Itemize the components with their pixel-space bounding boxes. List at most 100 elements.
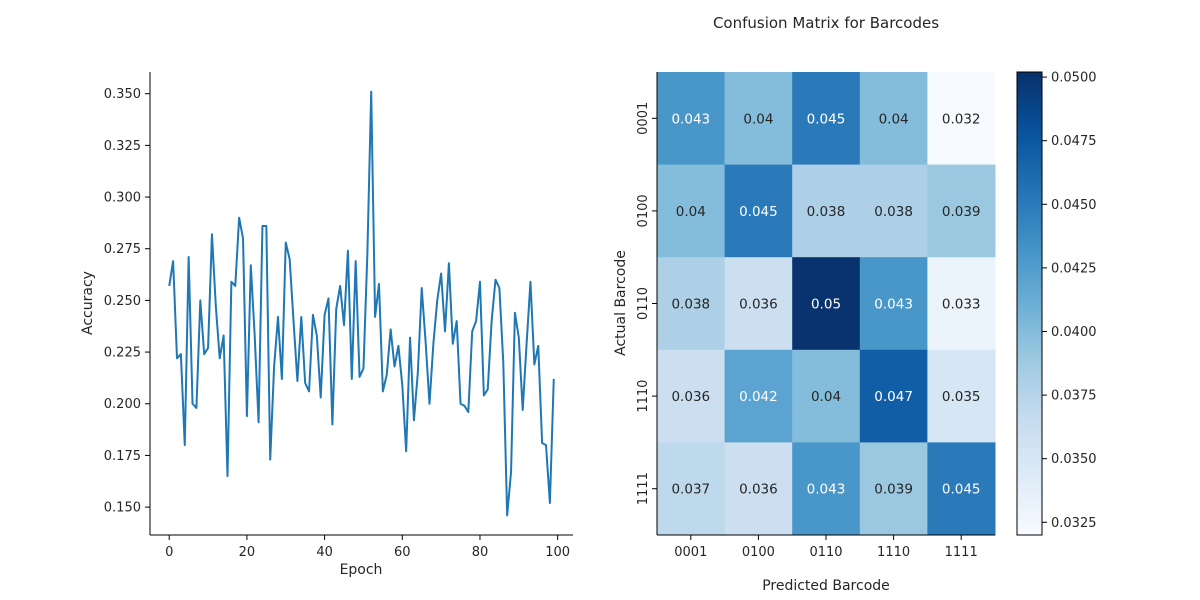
colorbar-tick-label: 0.0475 <box>1051 134 1097 149</box>
colorbar-tick-label: 0.0350 <box>1051 452 1097 467</box>
heatmap-cell <box>927 257 996 351</box>
heatmap-xlabel: Predicted Barcode <box>762 578 890 594</box>
heatmap-cell-label: 0.039 <box>942 204 981 220</box>
line-chart-xlabel: Epoch <box>340 562 383 578</box>
line-ytick-label: 0.150 <box>104 501 141 516</box>
heatmap-xtick-label: 0100 <box>742 545 775 560</box>
heatmap-cell-label: 0.033 <box>942 297 981 313</box>
heatmap-cell-label: 0.036 <box>739 297 778 313</box>
heatmap-cell <box>859 257 928 351</box>
heatmap-cell-label: 0.04 <box>811 389 841 405</box>
colorbar-gradient <box>1017 72 1042 535</box>
line-xtick-label: 60 <box>394 545 411 560</box>
heatmap-cell-label: 0.035 <box>942 389 981 405</box>
line-ytick-label: 0.325 <box>104 139 141 154</box>
heatmap-cell <box>792 349 861 443</box>
line-ytick-label: 0.175 <box>104 449 141 464</box>
heatmap-ylabel: Actual Barcode <box>613 250 629 356</box>
heatmap-cell <box>724 349 793 443</box>
heatmap-cell-label: 0.036 <box>671 389 710 405</box>
line-ytick-label: 0.300 <box>104 191 141 206</box>
line-xtick-label: 100 <box>545 545 570 560</box>
heatmap-cell <box>724 164 793 258</box>
heatmap-cell <box>859 72 928 166</box>
heatmap-cell <box>792 72 861 166</box>
heatmap-cell <box>657 72 726 166</box>
heatmap-cell-label: 0.04 <box>676 204 706 220</box>
heatmap-cell-label: 0.038 <box>807 204 846 220</box>
heatmap-cell <box>859 349 928 443</box>
heatmap-cell-label: 0.05 <box>811 297 841 313</box>
line-ytick-label: 0.225 <box>104 346 141 361</box>
confusion-matrix-heatmap: 0.043 0.04 0.045 0.04 0.032 0.04 0.045 0.038 0.0… <box>613 72 996 594</box>
line-ytick-label: 0.250 <box>104 294 141 309</box>
colorbar-tick-label: 0.0500 <box>1051 71 1097 86</box>
heatmap-cell-label: 0.045 <box>807 111 846 127</box>
heatmap-cell-label: 0.043 <box>807 482 846 498</box>
heatmap-cell-label: 0.043 <box>874 297 913 313</box>
line-ytick-label: 0.200 <box>104 397 141 412</box>
heatmap-cell-label: 0.032 <box>942 111 981 127</box>
heatmap-xticks: 0001 0100 0110 1110 1111 <box>674 535 978 560</box>
heatmap-cell <box>927 72 996 166</box>
colorbar-ticks: 0.0325 0.0350 0.0375 0.0400 0.0425 0.0450 0.04… <box>1042 71 1097 531</box>
heatmap-cell <box>657 257 726 351</box>
heatmap-cell <box>657 164 726 258</box>
line-xtick-label: 20 <box>239 545 256 560</box>
heatmap-cell <box>657 349 726 443</box>
heatmap-cell <box>657 442 726 536</box>
colorbar-tick-label: 0.0425 <box>1051 261 1097 276</box>
heatmap-cell-label: 0.039 <box>874 482 913 498</box>
heatmap-xtick-label: 0110 <box>809 545 842 560</box>
heatmap-ytick-label: 1111 <box>636 472 651 505</box>
heatmap-cell <box>927 164 996 258</box>
line-ytick-label: 0.350 <box>104 87 141 102</box>
heatmap-cell-label: 0.045 <box>942 482 981 498</box>
heatmap-cell <box>792 164 861 258</box>
line-xtick-label: 0 <box>165 545 173 560</box>
heatmap-cell <box>724 72 793 166</box>
heatmap-cell <box>724 442 793 536</box>
heatmap-cell <box>859 442 928 536</box>
heatmap-ytick-label: 0001 <box>636 102 651 135</box>
line-xtick-label: 40 <box>316 545 333 560</box>
heatmap-cell-label: 0.038 <box>874 204 913 220</box>
heatmap-cell-label: 0.04 <box>879 111 909 127</box>
colorbar-tick-label: 0.0325 <box>1051 516 1097 531</box>
heatmap-ytick-label: 0100 <box>636 194 651 227</box>
heatmap-xtick-label: 1111 <box>945 545 978 560</box>
heatmap-cell <box>724 257 793 351</box>
heatmap-ytick-label: 0110 <box>636 287 651 320</box>
line-xtick-label: 80 <box>472 545 489 560</box>
accuracy-line-chart: 0 20 40 60 80 100 0.1500.1750.2000.2250.2500.… <box>80 72 573 578</box>
heatmap-cell-label: 0.042 <box>739 389 778 405</box>
heatmap-cell <box>859 164 928 258</box>
heatmap-cell <box>927 442 996 536</box>
heatmap-cell-label: 0.04 <box>743 111 773 127</box>
colorbar-tick-label: 0.0375 <box>1051 389 1097 404</box>
heatmap-cell-label: 0.036 <box>739 482 778 498</box>
heatmap-cell <box>792 442 861 536</box>
heatmap-cell-label: 0.043 <box>671 111 710 127</box>
line-chart-ylabel: Accuracy <box>80 271 96 335</box>
colorbar: 0.0325 0.0350 0.0375 0.0400 0.0425 0.0450 0.04… <box>1016 71 1097 536</box>
heatmap-cell <box>792 257 861 351</box>
heatmap-xtick-label: 0001 <box>674 545 707 560</box>
colorbar-tick-label: 0.0450 <box>1051 198 1097 213</box>
colorbar-outline <box>1016 71 1043 536</box>
heatmap-cell-label: 0.037 <box>671 482 710 498</box>
heatmap-cell-label: 0.045 <box>739 204 778 220</box>
accuracy-series-line <box>168 90 555 517</box>
figure-title: Confusion Matrix for Barcodes <box>713 14 939 32</box>
line-chart-xticks: 0 20 40 60 80 100 <box>165 535 570 560</box>
line-chart-yticks: 0.150 0.175 0.200 0.225 0.250 0.275 0.300 0.325… <box>104 87 150 516</box>
heatmap-yticks: 0001 0100 0110 1110 1111 <box>636 102 657 505</box>
heatmap-cell <box>927 349 996 443</box>
heatmap-ytick-label: 1110 <box>636 380 651 413</box>
heatmap-cell-label: 0.038 <box>671 297 710 313</box>
heatmap-xtick-label: 1110 <box>877 545 910 560</box>
heatmap-cell-label: 0.047 <box>874 389 913 405</box>
colorbar-tick-label: 0.0400 <box>1051 325 1097 340</box>
line-ytick-label: 0.275 <box>104 242 141 257</box>
